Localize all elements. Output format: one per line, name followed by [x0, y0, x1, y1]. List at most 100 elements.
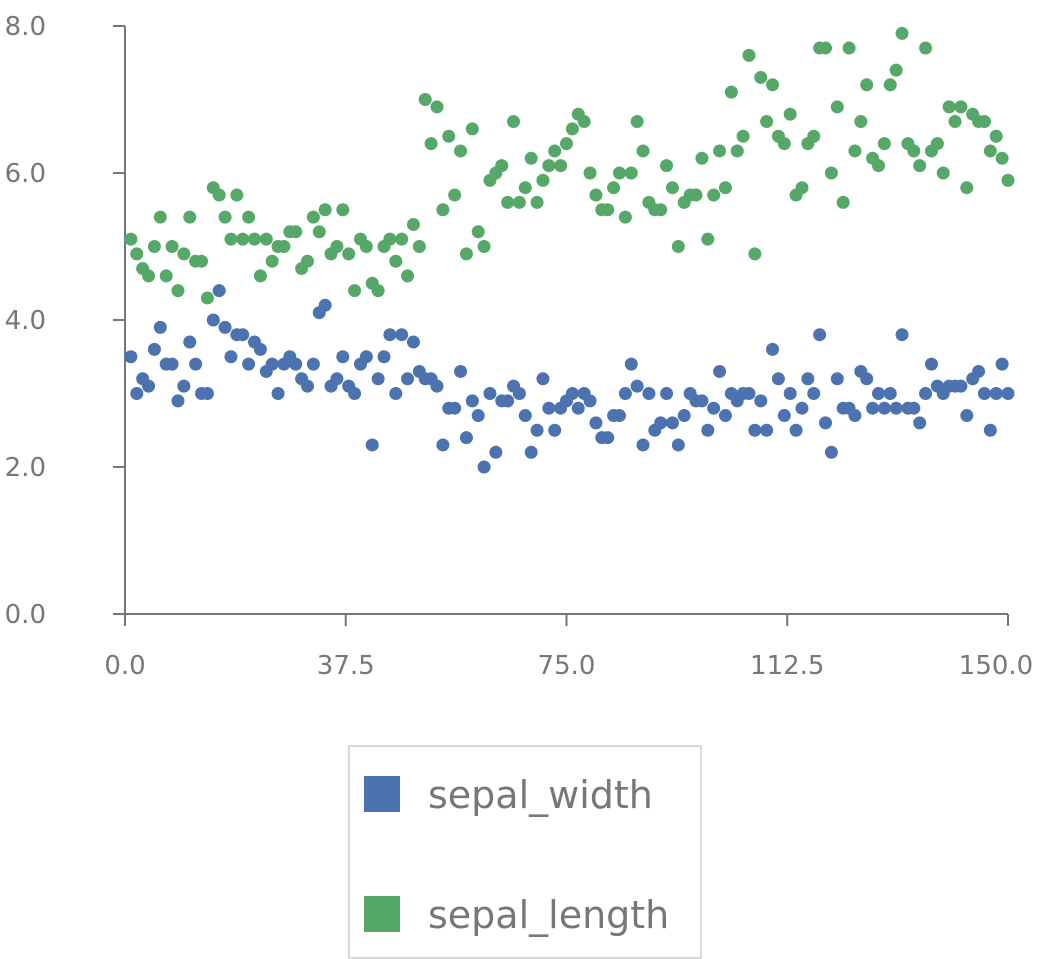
point-sepal-length — [948, 115, 962, 129]
point-sepal-width — [206, 313, 220, 327]
axes — [124, 26, 1008, 615]
point-sepal-width — [542, 401, 556, 415]
point-sepal-width — [972, 364, 986, 378]
point-sepal-length — [159, 269, 173, 283]
point-sepal-width — [977, 387, 991, 400]
point-sepal-length — [200, 291, 214, 305]
point-sepal-length — [224, 232, 238, 246]
point-sepal-width — [983, 423, 997, 437]
data-points — [124, 26, 1015, 474]
point-sepal-length — [124, 232, 138, 246]
point-sepal-length — [454, 144, 468, 158]
point-sepal-width — [889, 401, 903, 415]
point-sepal-width — [218, 320, 232, 334]
point-sepal-length — [783, 107, 797, 121]
point-sepal-width — [477, 460, 491, 474]
point-sepal-length — [554, 159, 568, 173]
point-sepal-length — [130, 247, 144, 261]
point-sepal-width — [401, 372, 415, 386]
point-sepal-width — [377, 350, 391, 364]
point-sepal-length — [371, 284, 385, 298]
point-sepal-width — [165, 357, 179, 371]
point-sepal-width — [318, 298, 332, 312]
point-sepal-width — [766, 342, 780, 356]
point-sepal-length — [760, 115, 774, 129]
point-sepal-length — [359, 240, 373, 253]
series-sepal-length — [124, 26, 1015, 305]
point-sepal-length — [860, 78, 874, 92]
point-sepal-width — [913, 416, 927, 430]
point-sepal-length — [147, 240, 161, 253]
point-sepal-length — [701, 232, 715, 246]
point-sepal-width — [924, 357, 938, 371]
point-sepal-length — [412, 240, 426, 253]
point-sepal-width — [389, 387, 403, 400]
point-sepal-width — [848, 409, 862, 423]
point-sepal-width — [330, 372, 344, 386]
point-sepal-width — [718, 409, 732, 423]
point-sepal-width — [789, 423, 803, 437]
point-sepal-length — [424, 137, 438, 151]
point-sepal-length — [942, 100, 956, 114]
point-sepal-width — [448, 401, 462, 415]
legend-swatch-sepal-length — [364, 896, 400, 932]
series-sepal-width — [124, 284, 1015, 474]
point-sepal-length — [777, 137, 791, 151]
point-sepal-width — [601, 431, 615, 445]
point-sepal-length — [989, 129, 1003, 143]
point-sepal-length — [336, 203, 350, 217]
point-sepal-length — [389, 254, 403, 268]
point-sepal-width — [359, 350, 373, 364]
point-sepal-width — [801, 372, 815, 386]
point-sepal-length — [671, 240, 685, 253]
point-sepal-length — [883, 78, 897, 92]
point-sepal-width — [660, 387, 674, 400]
point-sepal-width — [183, 335, 197, 349]
point-sepal-length — [448, 188, 462, 202]
point-sepal-length — [259, 232, 273, 246]
point-sepal-width — [130, 387, 144, 400]
y-tick-label: 2.0 — [5, 453, 46, 483]
point-sepal-length — [930, 137, 944, 151]
point-sepal-length — [654, 203, 668, 217]
point-sepal-width — [200, 387, 214, 400]
x-tick-label: 112.5 — [750, 651, 824, 681]
point-sepal-width — [636, 438, 650, 452]
point-sepal-length — [871, 159, 885, 173]
point-sepal-width — [701, 423, 715, 437]
point-sepal-width — [454, 364, 468, 378]
point-sepal-length — [936, 166, 950, 180]
point-sepal-width — [713, 364, 727, 378]
point-sepal-length — [277, 240, 291, 253]
point-sepal-width — [813, 328, 827, 342]
point-sepal-length — [665, 181, 679, 195]
y-tick-label: 0.0 — [5, 600, 46, 630]
point-sepal-width — [289, 357, 303, 371]
point-sepal-width — [365, 438, 379, 452]
point-sepal-width — [860, 372, 874, 386]
point-sepal-length — [312, 225, 326, 239]
x-tick-label: 75.0 — [538, 651, 596, 681]
point-sepal-length — [465, 122, 479, 136]
point-sepal-length — [854, 115, 868, 129]
point-sepal-length — [512, 195, 526, 209]
point-sepal-length — [954, 100, 968, 114]
point-sepal-width — [371, 372, 385, 386]
point-sepal-width — [189, 357, 203, 371]
point-sepal-length — [342, 247, 356, 261]
point-sepal-length — [177, 247, 191, 261]
point-sepal-width — [618, 387, 632, 400]
point-sepal-length — [618, 210, 632, 224]
point-sepal-width — [489, 445, 503, 459]
point-sepal-length — [330, 240, 344, 253]
point-sepal-length — [436, 203, 450, 217]
point-sepal-length — [601, 203, 615, 217]
point-sepal-width — [253, 342, 267, 356]
point-sepal-width — [459, 431, 473, 445]
point-sepal-length — [612, 166, 626, 180]
point-sepal-length — [548, 144, 562, 158]
point-sepal-length — [577, 115, 591, 129]
point-sepal-length — [630, 115, 644, 129]
point-sepal-length — [960, 181, 974, 195]
point-sepal-length — [560, 137, 573, 151]
